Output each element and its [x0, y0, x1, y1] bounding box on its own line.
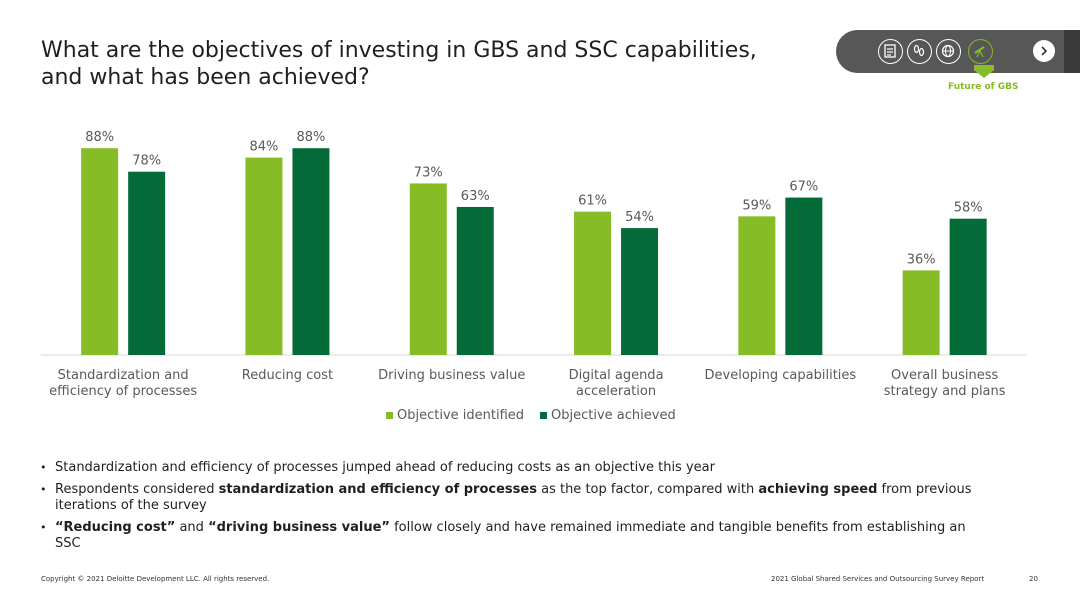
- telescope-icon[interactable]: [968, 39, 993, 64]
- data-label-objective-achieved-reducing-cost: 88%: [296, 130, 325, 145]
- chart-legend: Objective identified Objective achieved: [386, 408, 676, 423]
- chevron-right-icon: [1041, 46, 1048, 56]
- finding-bullet-1: Standardization and efficiency of proces…: [38, 460, 978, 476]
- finding-3-text-3: “driving business value”: [208, 520, 390, 535]
- bar-objective-achieved-driving-business-value: [456, 206, 494, 355]
- slide-title-line-2: and what has been achieved?: [41, 65, 370, 90]
- next-slide-button[interactable]: [1033, 40, 1055, 62]
- data-labels: 88% 78% 84% 88% 73% 63% 61% 54% 59% 67% 36% 58%: [85, 130, 982, 267]
- category-label-driving-business-value: Driving business value: [378, 368, 525, 383]
- legend-item-identified: Objective identified: [386, 408, 524, 423]
- data-label-objective-identified-standardization-and-efficiency-of-processes: 88%: [85, 130, 114, 145]
- finding-bullet-3: “Reducing cost” and “driving business va…: [38, 520, 978, 552]
- bar-objective-achieved-standardization-and-efficiency-of-processes: [128, 171, 166, 355]
- nav-tail: [1064, 30, 1080, 73]
- category-label-standardization-and-efficiency-of-processes-line-2: efficiency of processes: [49, 384, 197, 399]
- bar-objective-identified-developing-capabilities: [738, 216, 776, 355]
- bar-chart: 88% 78% 84% 88% 73% 63% 61% 54% 59% 67% 36% 58% Sta…: [41, 130, 1027, 399]
- bar-objective-identified-digital-agenda-acceleration: [574, 211, 612, 355]
- page-number: 20: [1029, 575, 1038, 583]
- data-label-objective-identified-digital-agenda-acceleration: 61%: [578, 194, 607, 209]
- finding-2-text-3: as the top factor, compared with: [536, 482, 759, 497]
- data-label-objective-identified-driving-business-value: 73%: [414, 165, 443, 180]
- key-findings-list: Standardization and efficiency of proces…: [38, 460, 978, 558]
- bar-objective-achieved-overall-business-strategy-and-plans: [949, 218, 987, 355]
- slide-title: What are the objectives of investing in …: [41, 37, 801, 91]
- globe-icon[interactable]: [936, 39, 961, 64]
- finding-2-text-1: Respondents considered: [55, 482, 219, 497]
- data-label-objective-achieved-driving-business-value: 63%: [461, 189, 490, 204]
- bar-objective-achieved-developing-capabilities: [785, 197, 823, 355]
- active-section-marker: [974, 65, 994, 78]
- finding-2-text-2: standardization and efficiency of proces…: [218, 482, 537, 497]
- finding-2-text-5: from previous iterations of the survey: [55, 482, 972, 513]
- data-label-objective-identified-reducing-cost: 84%: [249, 140, 278, 155]
- bar-objective-achieved-digital-agenda-acceleration: [621, 228, 659, 355]
- bar-objective-identified-reducing-cost: [245, 157, 283, 355]
- legend-swatch-achieved: [540, 412, 548, 419]
- category-label-developing-capabilities: Developing capabilities: [705, 368, 857, 383]
- bar-objective-achieved-reducing-cost: [292, 148, 330, 355]
- finding-bullet-2: Respondents considered standardization a…: [38, 482, 978, 514]
- footprints-icon[interactable]: [907, 39, 932, 64]
- data-label-objective-achieved-digital-agenda-acceleration: 54%: [625, 210, 654, 225]
- data-label-objective-identified-overall-business-strategy-and-plans: 36%: [907, 252, 936, 267]
- slide-title-line-1: What are the objectives of investing in …: [41, 38, 757, 63]
- category-label-digital-agenda-acceleration-line-2: acceleration: [576, 384, 656, 399]
- finding-3-text-1: “Reducing cost”: [55, 520, 176, 535]
- data-label-objective-achieved-overall-business-strategy-and-plans: 58%: [954, 201, 983, 216]
- finding-1-text-1: Standardization and efficiency of proces…: [55, 460, 715, 475]
- category-label-overall-business-strategy-and-plans-line-2: strategy and plans: [884, 384, 1006, 399]
- legend-swatch-identified: [386, 412, 393, 419]
- report-icon[interactable]: [878, 39, 903, 64]
- category-label-digital-agenda-acceleration-line-1: Digital agenda: [569, 368, 664, 383]
- data-label-objective-achieved-developing-capabilities: 67%: [789, 180, 818, 195]
- legend-label-identified: Objective identified: [397, 408, 525, 423]
- category-label-overall-business-strategy-and-plans-line-1: Overall business: [891, 368, 998, 383]
- category-label-reducing-cost: Reducing cost: [242, 368, 333, 383]
- category-label-standardization-and-efficiency-of-processes-line-1: Standardization and: [58, 368, 189, 383]
- report-name: 2021 Global Shared Services and Outsourc…: [771, 575, 985, 583]
- finding-3-text-2: and: [175, 520, 209, 535]
- data-label-objective-identified-developing-capabilities: 59%: [742, 198, 771, 213]
- data-label-objective-achieved-standardization-and-efficiency-of-processes: 78%: [132, 154, 161, 169]
- bar-objective-identified-overall-business-strategy-and-plans: [902, 270, 940, 355]
- section-nav: [836, 30, 1080, 73]
- bars: [81, 148, 987, 355]
- finding-3-text-4: follow closely and have remained immedia…: [55, 520, 966, 551]
- bar-objective-identified-driving-business-value: [409, 183, 447, 355]
- section-caption: Future of GBS: [948, 82, 1019, 92]
- legend-label-achieved: Objective achieved: [551, 408, 676, 423]
- legend-item-achieved: Objective achieved: [540, 408, 676, 423]
- bar-objective-identified-standardization-and-efficiency-of-processes: [81, 148, 119, 355]
- finding-2-text-4: achieving speed: [758, 482, 878, 497]
- copyright-text: Copyright © 2021 Deloitte Development LL…: [41, 575, 270, 583]
